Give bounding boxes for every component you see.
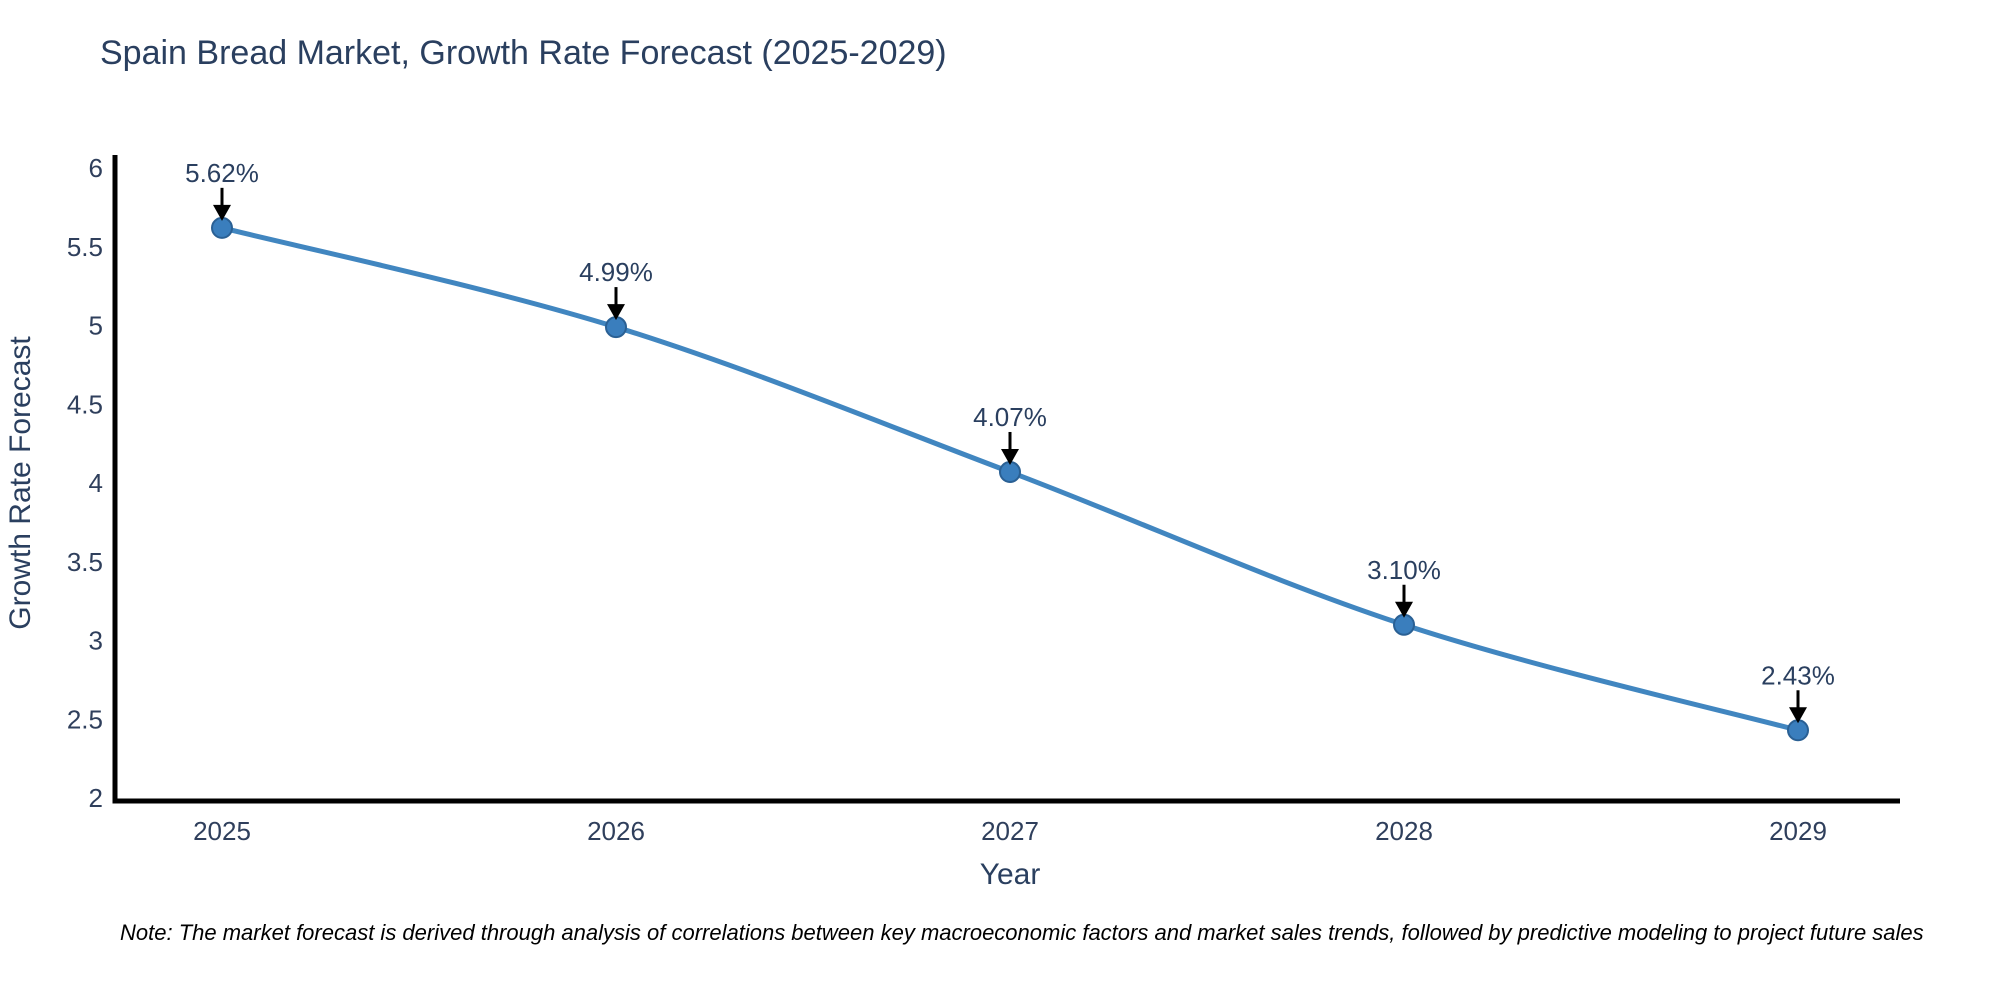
- annotation-arrowhead-icon: [1001, 448, 1019, 465]
- y-tick-label: 3: [89, 626, 103, 656]
- x-tick-label: 2027: [981, 816, 1039, 846]
- point-value-label: 4.99%: [579, 257, 653, 287]
- x-tick-label: 2026: [587, 816, 645, 846]
- point-value-label: 4.07%: [973, 402, 1047, 432]
- y-tick-label: 4: [89, 468, 103, 498]
- annotation-arrowhead-icon: [1789, 707, 1807, 724]
- y-tick-label: 5: [89, 311, 103, 341]
- y-tick-label: 3.5: [67, 547, 103, 577]
- y-tick-label: 4.5: [67, 389, 103, 419]
- point-value-label: 3.10%: [1367, 555, 1441, 585]
- x-tick-label: 2028: [1375, 816, 1433, 846]
- x-tick-label: 2029: [1769, 816, 1827, 846]
- x-axis-title: Year: [980, 858, 1041, 891]
- y-tick-label: 6: [89, 153, 103, 183]
- y-tick-label: 5.5: [67, 232, 103, 262]
- point-value-label: 5.62%: [185, 158, 259, 188]
- annotation-arrowhead-icon: [1395, 601, 1413, 618]
- x-tick-label: 2025: [193, 816, 251, 846]
- annotation-arrowhead-icon: [607, 304, 625, 321]
- plot-area: 2 2.5 3 3.5 4 4.5 5 5.5 6 2025 2026 2027 2028 2029 5.6…: [67, 153, 1900, 846]
- y-tick-label: 2: [89, 783, 103, 813]
- chart-title: Spain Bread Market, Growth Rate Forecast…: [100, 34, 947, 72]
- footnote: Note: The market forecast is derived thr…: [120, 920, 1924, 945]
- point-value-label: 2.43%: [1761, 660, 1835, 690]
- annotation-arrowhead-icon: [213, 204, 231, 221]
- y-axis-title: Growth Rate Forecast: [4, 336, 37, 630]
- y-tick-label: 2.5: [67, 704, 103, 734]
